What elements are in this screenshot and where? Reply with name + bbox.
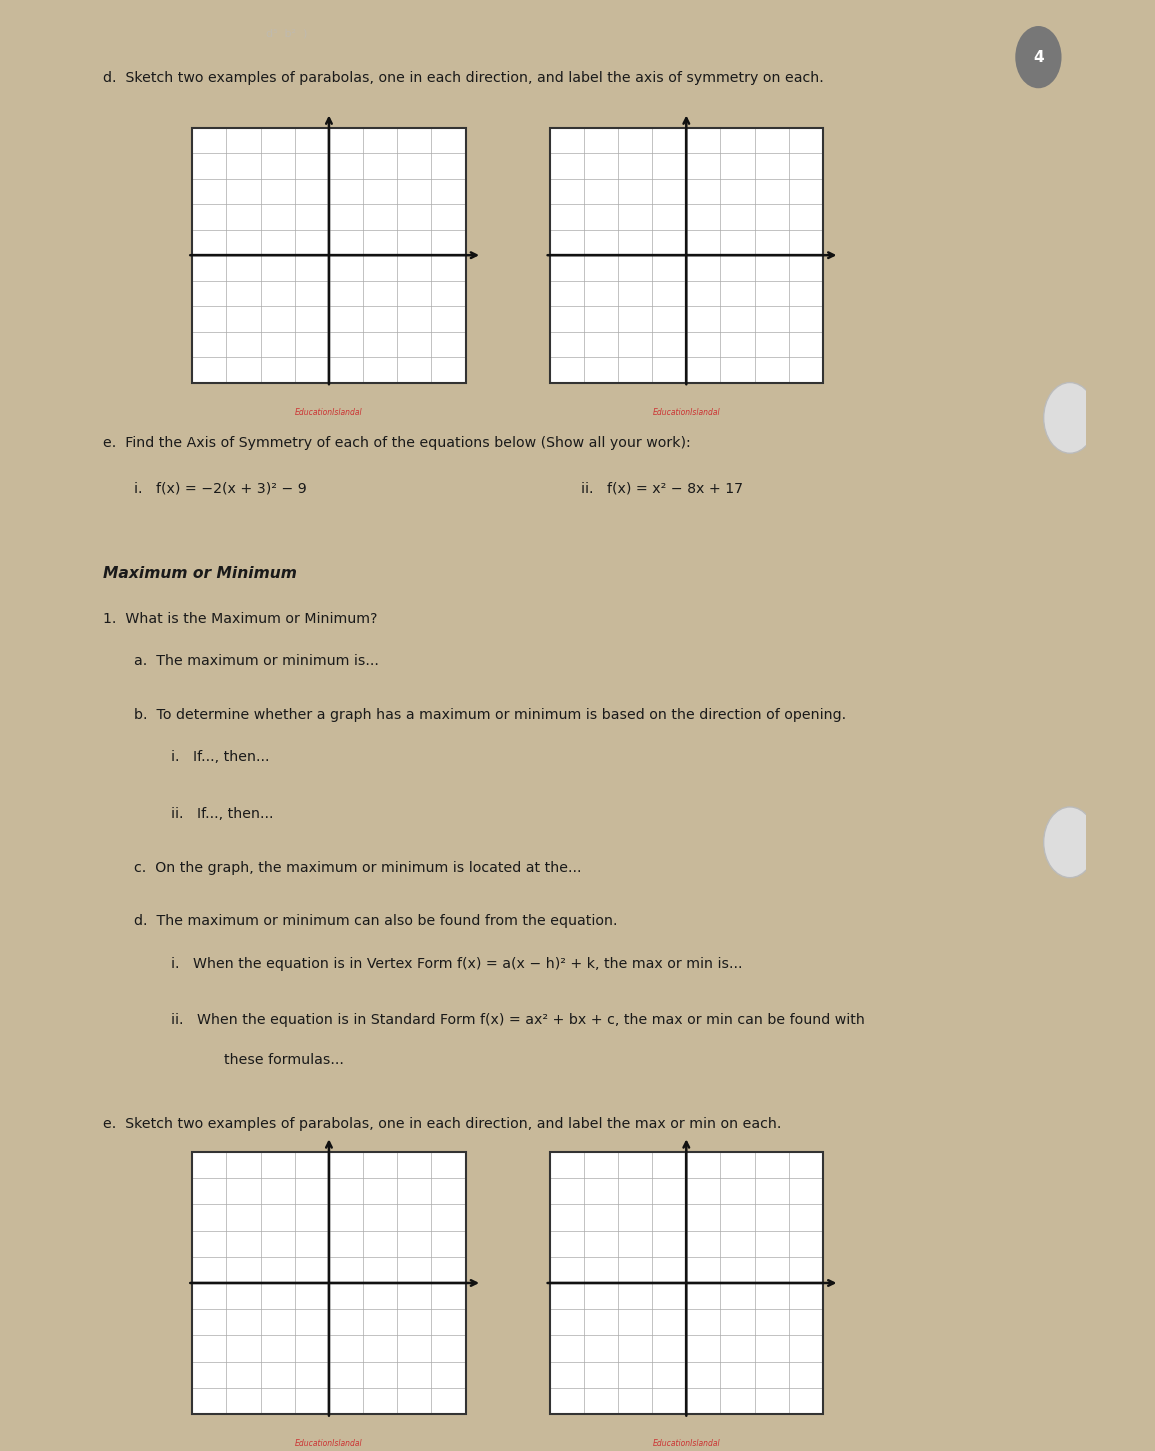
Text: i.   If..., then...: i. If..., then... bbox=[171, 750, 270, 765]
Text: EducationIslandal: EducationIslandal bbox=[296, 1439, 363, 1448]
Bar bbox=[550, 128, 822, 383]
Bar bbox=[550, 128, 822, 383]
Text: 4: 4 bbox=[1033, 49, 1044, 65]
Bar bbox=[192, 1152, 465, 1413]
Text: d.  The maximum or minimum can also be found from the equation.: d. The maximum or minimum can also be fo… bbox=[134, 914, 618, 929]
Text: e.  Sketch two examples of parabolas, one in each direction, and label the max o: e. Sketch two examples of parabolas, one… bbox=[103, 1117, 781, 1130]
Text: c.  On the graph, the maximum or minimum is located at the...: c. On the graph, the maximum or minimum … bbox=[134, 860, 582, 875]
Bar bbox=[192, 1152, 465, 1413]
Text: EducationIslandal: EducationIslandal bbox=[653, 1439, 720, 1448]
Text: ii.   If..., then...: ii. If..., then... bbox=[171, 807, 274, 821]
Text: EducationIslandal: EducationIslandal bbox=[296, 408, 363, 416]
Text: 1.  What is the Maximum or Minimum?: 1. What is the Maximum or Minimum? bbox=[103, 612, 378, 625]
Text: a.  The maximum or minimum is...: a. The maximum or minimum is... bbox=[134, 654, 379, 667]
Text: Maximum or Minimum: Maximum or Minimum bbox=[103, 566, 297, 582]
Bar bbox=[192, 128, 465, 383]
Text: these formulas...: these formulas... bbox=[224, 1053, 344, 1066]
Text: ii.   f(x) = x² − 8x + 17: ii. f(x) = x² − 8x + 17 bbox=[581, 482, 744, 496]
Text: e.  Find the Axis of Symmetry of each of the equations below (Show all your work: e. Find the Axis of Symmetry of each of … bbox=[103, 437, 691, 450]
Circle shape bbox=[1015, 26, 1061, 89]
Circle shape bbox=[1044, 807, 1096, 878]
Text: i.   f(x) = −2(x + 3)² − 9: i. f(x) = −2(x + 3)² − 9 bbox=[134, 482, 307, 496]
Text: i.   When the equation is in Vertex Form f(x) = a(x − h)² + k, the max or min is: i. When the equation is in Vertex Form f… bbox=[171, 956, 743, 971]
Text: b.  To determine whether a graph has a maximum or minimum is based on the direct: b. To determine whether a graph has a ma… bbox=[134, 708, 847, 723]
Bar bbox=[550, 1152, 822, 1413]
Text: d⁵  b²  ): d⁵ b² ) bbox=[266, 29, 307, 39]
Bar bbox=[192, 128, 465, 383]
Circle shape bbox=[1044, 383, 1096, 453]
Text: d.  Sketch two examples of parabolas, one in each direction, and label the axis : d. Sketch two examples of parabolas, one… bbox=[103, 71, 824, 86]
Text: ii.   When the equation is in Standard Form f(x) = ax² + bx + c, the max or min : ii. When the equation is in Standard For… bbox=[171, 1013, 865, 1027]
Bar bbox=[550, 1152, 822, 1413]
Text: EducationIslandal: EducationIslandal bbox=[653, 408, 720, 416]
